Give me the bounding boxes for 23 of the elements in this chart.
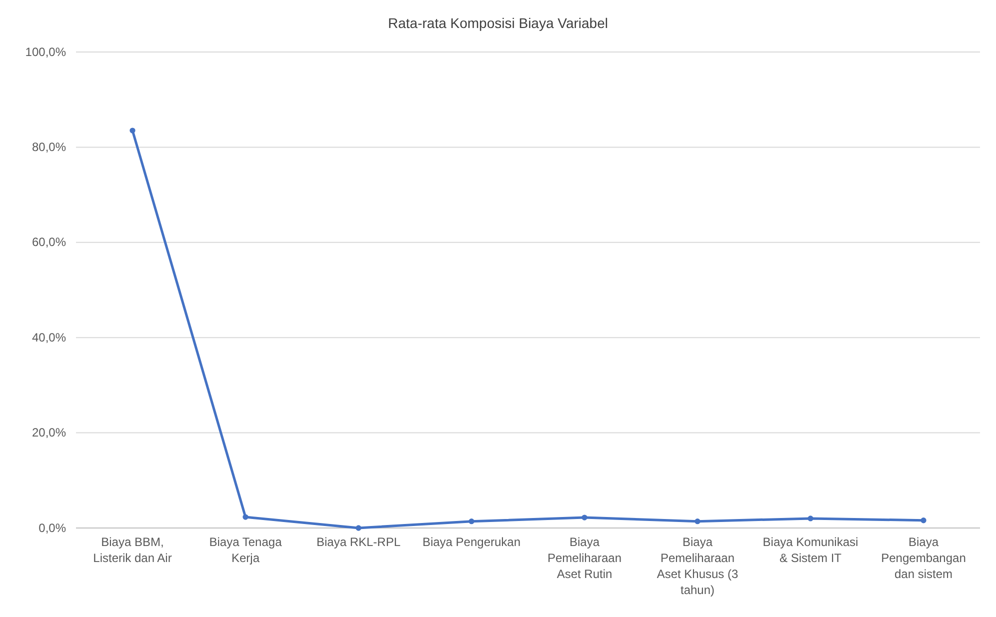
point [582,514,588,520]
y-tick-label: 80,0% [32,140,66,154]
x-tick-label: Biaya RKL-RPL [316,535,401,549]
y-tick-label: 20,0% [32,426,66,440]
x-tick-label: Biaya Tenaga Kerja [209,535,282,565]
y-tick-label: 0,0% [38,520,66,535]
point [920,518,926,524]
chart-title: Rata-rata Komposisi Biaya Variabel [388,15,608,31]
x-tick-label: Biaya Pengerukan [422,535,521,549]
y-tick-label: 60,0% [32,235,66,250]
point [130,128,136,134]
x-tick-label: Biaya Komunikasi & Sistem IT [762,535,858,565]
x-tick-label: Biaya Pemeliharaan Aset Khusus (3 tahun) [656,535,739,597]
x-tick-label: Biaya Pengembangan dan sistem [881,535,966,581]
point [808,516,814,522]
point [468,518,474,524]
point [694,518,700,524]
point [356,525,362,531]
x-tick-label: Biaya Pemeliharaan Aset Rutin [547,535,622,581]
y-tick-label: 40,0% [32,330,66,344]
y-tick-label: 100,0% [25,44,66,59]
point [242,514,248,520]
x-tick-label: Biaya BBM, Listerik dan Air [93,535,172,565]
